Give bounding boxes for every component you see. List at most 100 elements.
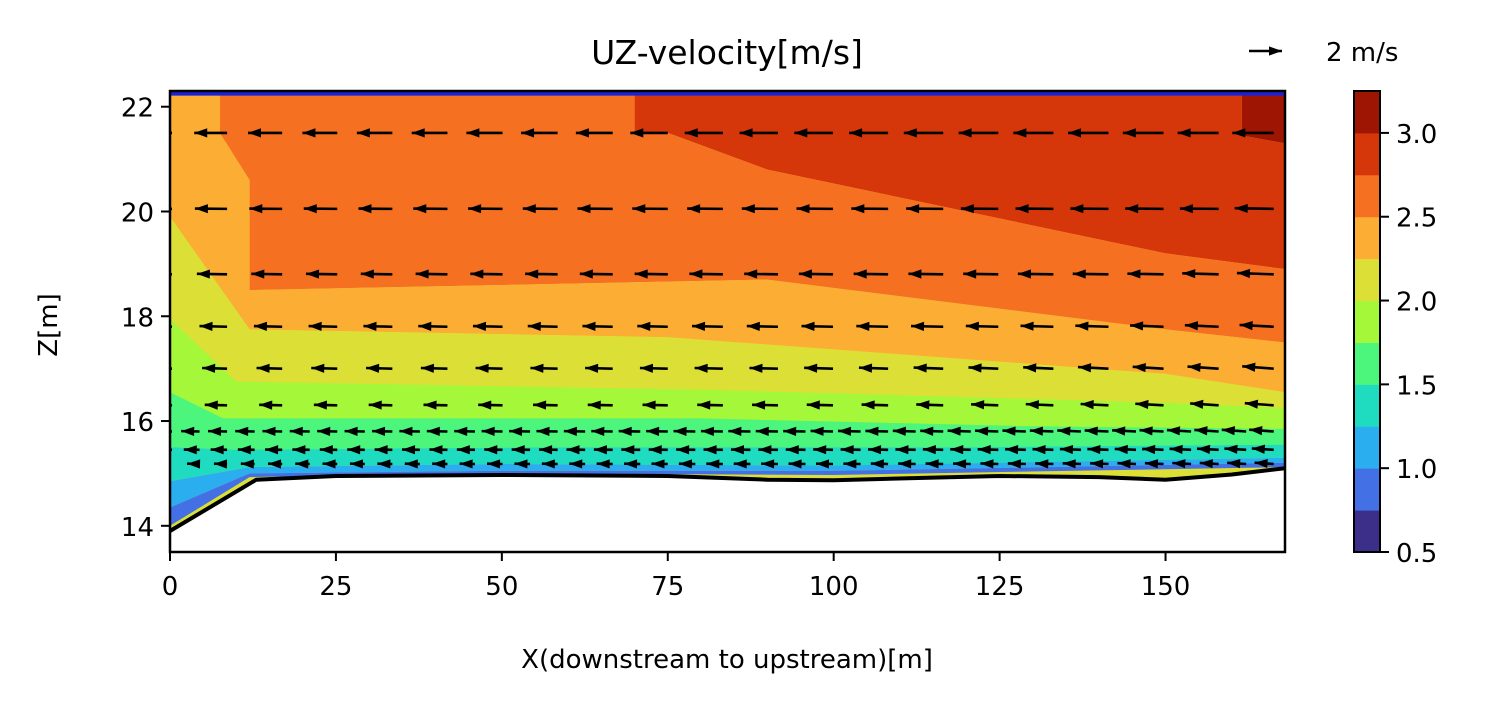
vector-arrow-r4-c18 <box>1132 362 1164 373</box>
vector-arrow-r8-c29 <box>980 459 999 469</box>
vector-arrow-r7-c37 <box>1169 444 1192 455</box>
bed-line <box>170 466 1285 533</box>
vector-arrow-r8-c0-head <box>187 459 201 469</box>
vector-arrow-r2-c2-head <box>251 269 265 279</box>
vector-arrow-r8-c17-head <box>651 459 665 469</box>
vector-arrow-r5-c7-head <box>533 400 547 410</box>
vector-arrow-r6-c5 <box>289 426 310 436</box>
vector-arrow-r8-c37 <box>1199 459 1219 469</box>
vector-arrow-r5-c16-head <box>1025 400 1039 410</box>
vector-arrow-r2-c12 <box>798 269 834 279</box>
colorbar-tick-label-2: 1.5 <box>1396 371 1437 401</box>
vector-arrow-r1-c20-head <box>1234 203 1248 214</box>
vector-arrow-r4-c5-head <box>420 363 434 373</box>
vector-arrow-r8-c34 <box>1117 459 1137 469</box>
vector-arrow-r7-c39-head <box>1224 444 1238 454</box>
vector-arrow-r7-c28-head <box>922 445 936 455</box>
vector-arrow-r1-c12 <box>796 204 834 214</box>
vector-arrow-r6-c32 <box>1029 426 1054 436</box>
contour-zone-1 <box>634 93 1285 270</box>
vector-arrow-r1-c17-head <box>1070 204 1084 214</box>
vector-arrow-r5-c18 <box>1135 399 1164 410</box>
vector-arrow-r0-c0-head <box>141 128 154 137</box>
vector-arrow-r8-c32-head <box>1062 459 1076 469</box>
vector-arrow-r7-c24 <box>813 445 834 455</box>
vector-arrow-r0-c5 <box>411 128 448 138</box>
colorbar-tick-label-0: 0.5 <box>1396 539 1437 569</box>
vector-arrow-r5-c10-head <box>697 400 711 410</box>
vector-arrow-r3-c10 <box>691 321 723 331</box>
vector-arrow-r6-c11 <box>454 426 475 436</box>
vector-arrow-r5-c10 <box>697 400 723 410</box>
vector-arrow-r8-c9-head <box>432 459 446 469</box>
vector-arrow-r7-c11 <box>456 445 475 455</box>
vector-arrow-r5-c11-head <box>752 400 766 410</box>
vector-arrow-r6-c9-head <box>399 426 413 436</box>
vector-arrow-r3-c8-head <box>582 321 596 331</box>
vector-arrow-r5-c6-head <box>478 400 492 410</box>
vector-arrow-r8-c11-head <box>487 459 501 469</box>
vector-arrow-r0-c18-head <box>1122 128 1136 138</box>
vector-arrow-r4-c1 <box>202 363 228 373</box>
vector-arrow-r0-c17 <box>1067 128 1109 138</box>
vector-arrow-r8-c33-head <box>1090 459 1104 469</box>
vector-arrow-r6-c2-head <box>208 426 222 436</box>
vector-arrow-r8-c32 <box>1062 459 1081 469</box>
vector-arrow-r3-c7-head <box>527 321 541 331</box>
vector-arrow-r1-c7-head <box>522 204 536 214</box>
vector-arrow-r7-c27 <box>895 445 916 455</box>
vector-arrow-r4-c10 <box>694 363 723 373</box>
y-tick-label-1: 16 <box>121 408 154 438</box>
bed-ground <box>170 468 1285 552</box>
vector-arrow-r2-c11-head <box>744 269 758 279</box>
vector-arrow-r7-c3 <box>237 445 255 455</box>
vector-arrow-r8-c28-head <box>953 459 967 469</box>
vector-arrow-r8-c16 <box>624 459 641 469</box>
vector-arrow-r3-c4 <box>363 321 393 331</box>
vector-arrow-r0-c0 <box>141 128 172 137</box>
vector-arrow-r6-c15-head <box>563 426 577 436</box>
chart-title: UZ-velocity[m/s] <box>591 33 863 72</box>
vector-arrow-r6-c10 <box>426 426 448 436</box>
vector-arrow-r5-c15-head <box>971 400 985 410</box>
vector-arrow-r4-c13-head <box>858 363 873 373</box>
vector-arrow-r5-c12-head <box>806 400 820 410</box>
vector-arrow-r3-c12 <box>801 321 834 331</box>
vector-arrow-r6-c1-head <box>181 426 195 436</box>
colorbar-tick-label-3: 2.0 <box>1396 288 1437 318</box>
vector-arrow-r6-c5-head <box>289 426 303 436</box>
x-tick-label-6: 150 <box>1141 572 1191 602</box>
vector-arrow-r6-c3-head <box>235 426 249 436</box>
vector-arrow-r6-c7 <box>344 426 365 436</box>
vector-arrow-r4-c16-head <box>1023 363 1037 373</box>
vector-arrow-r6-c33-head <box>1057 426 1071 436</box>
vector-arrow-r2-c15 <box>963 269 999 279</box>
vector-arrow-r5-c19-head <box>1190 399 1204 409</box>
vector-arrow-r3-c20 <box>1239 321 1274 331</box>
vector-arrow-r3-c19-head <box>1184 321 1199 331</box>
colorbar-band-4 <box>1354 342 1380 385</box>
vector-arrow-r7-c38-head <box>1196 444 1211 454</box>
vector-arrow-r7-c22-head <box>758 445 772 455</box>
vector-arrow-r1-c18-head <box>1125 204 1139 214</box>
vector-arrow-r6-c25-head <box>837 426 852 436</box>
vector-arrow-r4-c5 <box>420 363 448 373</box>
vector-arrow-r3-c12-head <box>801 321 815 331</box>
vector-arrow-r6-c12 <box>481 426 503 436</box>
vector-arrow-r6-c31-head <box>1002 426 1016 436</box>
vector-arrow-r7-c16 <box>593 445 613 455</box>
vector-arrow-r7-c38 <box>1196 444 1219 454</box>
vector-arrow-r1-c3-head <box>303 204 317 214</box>
vector-arrow-r3-c18-head <box>1130 321 1144 331</box>
vector-arrow-r5-c12 <box>806 400 834 410</box>
colorbar-band-1 <box>1354 468 1380 511</box>
vector-arrow-r2-c14 <box>908 269 944 279</box>
vector-arrow-r5-c13-head <box>861 400 875 410</box>
vector-arrow-r7-c31-head <box>1005 445 1019 455</box>
vector-arrow-r0-c1-head <box>194 128 208 138</box>
vector-arrow-r4-c17 <box>1077 363 1109 373</box>
x-tick-label-0: 0 <box>162 572 179 602</box>
vector-arrow-r4-c3-head <box>311 363 325 373</box>
quiver-key-label: 2 m/s <box>1326 38 1398 68</box>
vector-arrow-r0-c8-head <box>575 128 589 138</box>
